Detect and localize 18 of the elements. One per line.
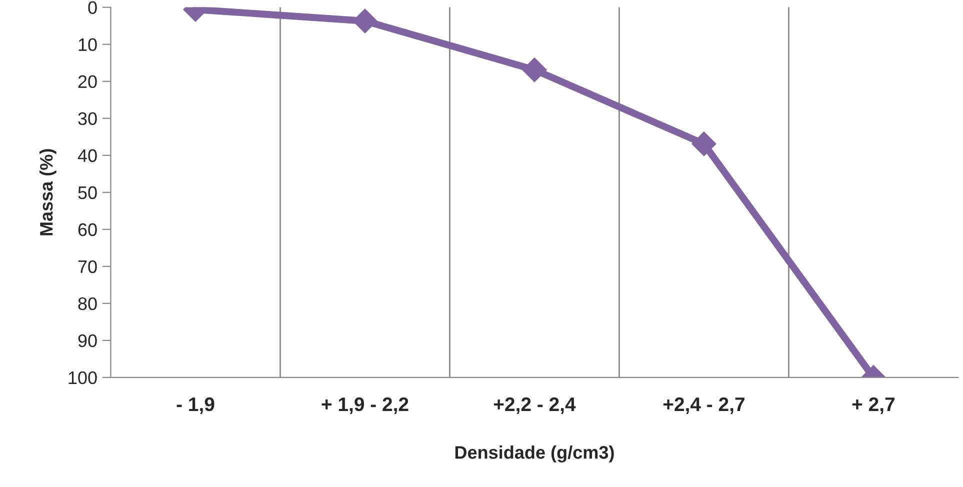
y-tick-label: 80 bbox=[78, 297, 97, 310]
x-tick-label: +2,2 - 2,4 bbox=[494, 397, 576, 414]
x-tick-label: +2,4 - 2,7 bbox=[663, 397, 744, 414]
x-tick-label: + 2,7 bbox=[852, 397, 894, 414]
y-tick-label: 30 bbox=[78, 112, 97, 126]
y-tick-label: 100 bbox=[68, 371, 97, 384]
y-tick-label: 90 bbox=[78, 334, 97, 348]
y-tick-label: 70 bbox=[78, 260, 97, 274]
y-tick-label: 50 bbox=[78, 186, 97, 200]
y-tick-label: 20 bbox=[78, 75, 97, 88]
x-tick-label: + 1,9 - 2,2 bbox=[322, 397, 408, 414]
y-tick-label: 0 bbox=[88, 1, 97, 14]
y-tick-label: 60 bbox=[78, 223, 97, 236]
y-tick-label: 40 bbox=[78, 149, 97, 162]
x-axis-title: Densidade (g/cm3) bbox=[455, 446, 614, 462]
x-tick-label: - 1,9 bbox=[176, 397, 214, 414]
y-axis-title: Massa (%) bbox=[39, 149, 56, 236]
y-tick-label: 10 bbox=[78, 38, 97, 52]
